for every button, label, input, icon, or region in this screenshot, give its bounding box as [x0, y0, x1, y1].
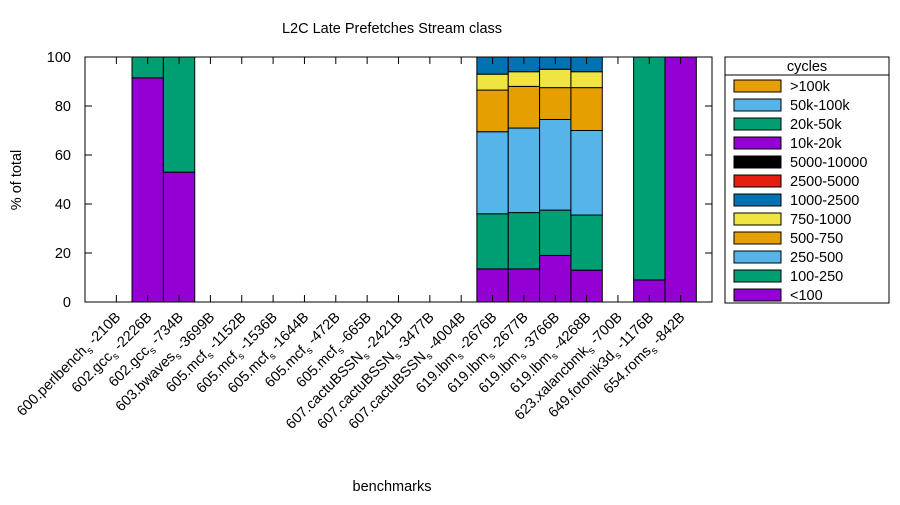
y-tick-label-0: 0 [63, 295, 71, 311]
legend-label-6: 1000-2500 [790, 193, 859, 209]
y-tick-label-5: 100 [47, 50, 71, 66]
bar-segment-13-4 [507, 71, 541, 87]
legend-swatch-9 [733, 250, 782, 264]
bar-segment-14-1 [539, 209, 572, 256]
bar-segment-14-4 [539, 68, 572, 89]
legend-label-5: 2500-5000 [790, 174, 859, 190]
legend-label-2: 20k-50k [790, 117, 842, 133]
bar-segment-14-2 [539, 118, 572, 211]
bar-segment-17-9 [633, 56, 666, 281]
bar-segment-12-4 [476, 73, 509, 91]
y-axis-label: % of total [9, 150, 25, 210]
bar-segment-12-3 [476, 89, 509, 133]
legend-label-0: >100k [790, 79, 831, 95]
legend-label-10: 100-250 [790, 269, 843, 285]
bar-segment-15-2 [570, 130, 603, 216]
legend-swatch-11 [733, 288, 782, 302]
legend-swatch-0 [733, 79, 782, 93]
legend-swatch-3 [733, 136, 782, 150]
chart-title: L2C Late Prefetches Stream class [282, 21, 502, 37]
x-axis-label: benchmarks [353, 479, 432, 495]
bar-segment-12-2 [476, 131, 509, 215]
legend-swatch-6 [733, 193, 782, 207]
bar-segment-14-3 [539, 87, 572, 120]
bar-segment-13-1 [507, 212, 541, 270]
bar-segment-1-0 [131, 77, 164, 303]
y-tick-label-4: 80 [55, 99, 71, 115]
bar-segment-15-1 [570, 214, 603, 271]
bar-segment-13-2 [507, 127, 541, 214]
legend-label-4: 5000-10000 [790, 155, 867, 171]
legend-swatch-2 [733, 117, 782, 131]
legend-label-9: 250-500 [790, 250, 843, 266]
legend-swatch-5 [733, 174, 782, 188]
legend-label-11: <100 [790, 288, 823, 304]
legend-items: >100k 50k-100k 20k-50k 10k-20k 5000-10000 250… [733, 79, 867, 304]
legend-label-3: 10k-20k [790, 136, 842, 152]
legend-swatch-8 [733, 231, 782, 245]
legend-swatch-1 [733, 98, 782, 112]
legend-swatch-7 [733, 212, 782, 226]
bar-segment-15-4 [570, 71, 603, 89]
legend-swatch-4 [733, 155, 782, 169]
legend-title: cycles [787, 59, 827, 75]
legend: cycles >100k 50k-100k 20k-50k 10k-20k 5000-1… [724, 56, 890, 304]
bar-segment-2-1 [162, 56, 196, 173]
y-axis-ticks: 0 20 40 60 80 100 [47, 50, 712, 311]
bar-segment-12-1 [476, 213, 509, 270]
bar-segment-2-0 [162, 171, 196, 303]
legend-swatch-10 [733, 269, 782, 283]
bar-segment-13-3 [507, 85, 541, 129]
legend-label-7: 750-1000 [790, 212, 851, 228]
bars-layer [131, 56, 697, 303]
legend-label-8: 500-750 [790, 231, 843, 247]
y-tick-label-3: 60 [55, 148, 71, 164]
y-tick-label-1: 20 [55, 246, 71, 262]
y-tick-label-2: 40 [55, 197, 71, 213]
bar-segment-15-3 [570, 87, 603, 132]
legend-label-1: 50k-100k [790, 98, 850, 114]
bar-segment-18-0 [664, 56, 697, 303]
